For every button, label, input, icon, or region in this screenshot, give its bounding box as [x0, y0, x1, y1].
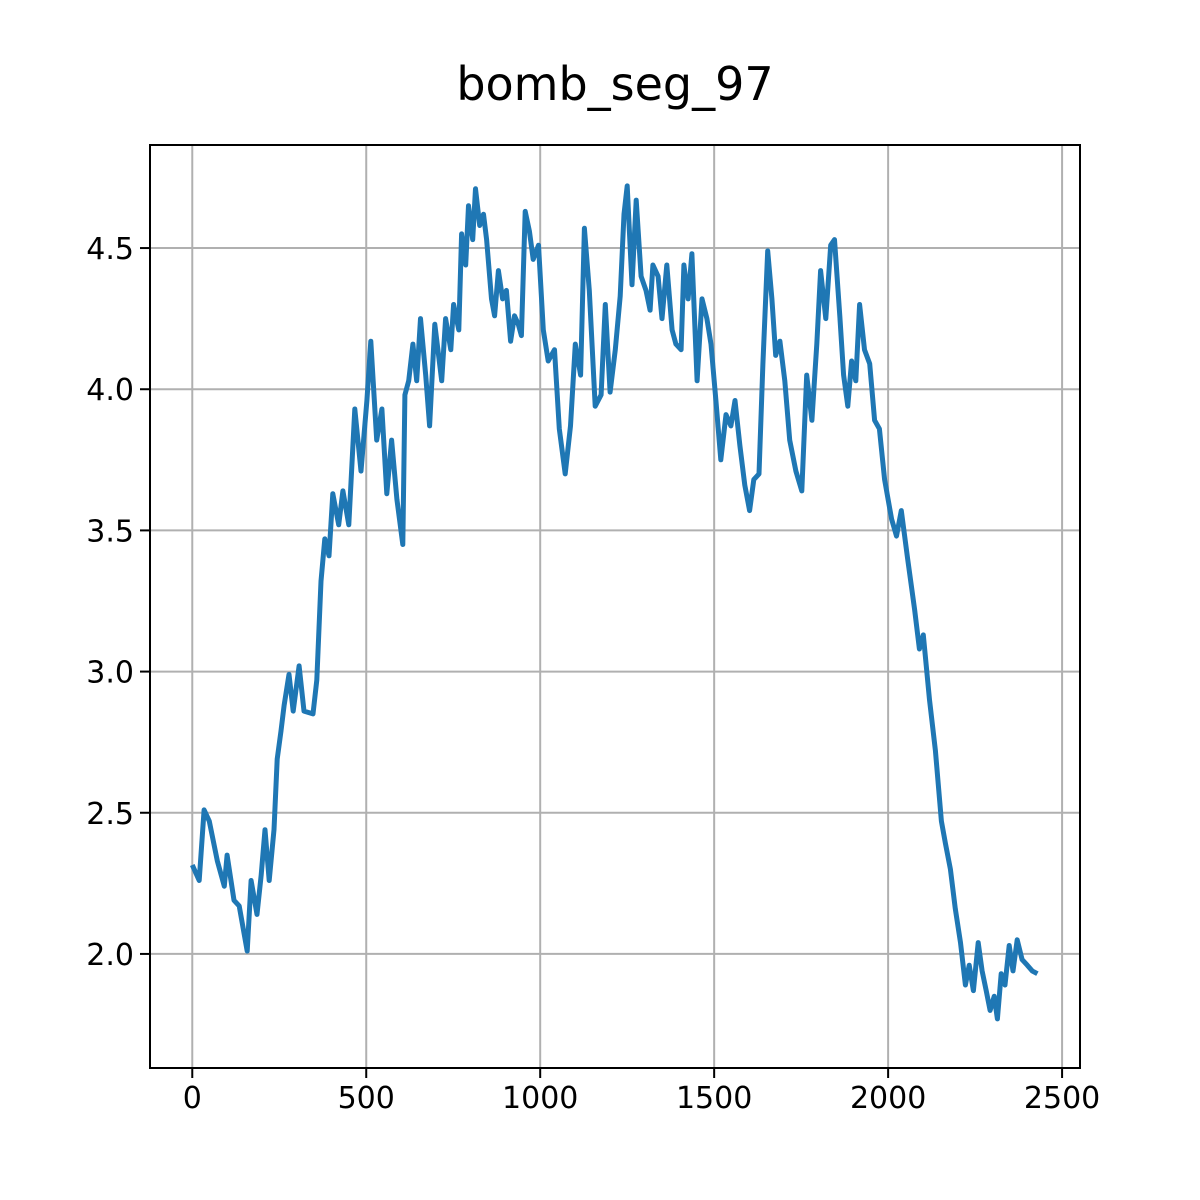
x-tick-label: 0	[183, 1081, 202, 1116]
y-tick-label: 3.5	[86, 514, 134, 549]
y-tick-label: 3.0	[86, 656, 134, 691]
y-tick-label: 4.5	[86, 232, 134, 267]
axes-frame	[149, 144, 1081, 1069]
x-tick-label: 500	[338, 1081, 395, 1116]
y-tick-label: 4.0	[86, 373, 134, 408]
y-tick-label: 2.5	[86, 797, 134, 832]
plot-area	[190, 183, 1039, 1022]
y-tick-label: 2.0	[86, 938, 134, 973]
x-tick-label: 1500	[676, 1081, 752, 1116]
x-tick-label: 2000	[850, 1081, 926, 1116]
x-tick-label: 2500	[1024, 1081, 1100, 1116]
chart-title: bomb_seg_97	[456, 57, 773, 111]
grid	[150, 145, 1080, 1068]
x-tick-label: 1000	[502, 1081, 578, 1116]
ticks: 0 500 1000 1500 2000 2500 2.0 2.5 3.0 3.5 4.0 4.5	[86, 232, 1100, 1116]
data-line	[190, 183, 1039, 1022]
